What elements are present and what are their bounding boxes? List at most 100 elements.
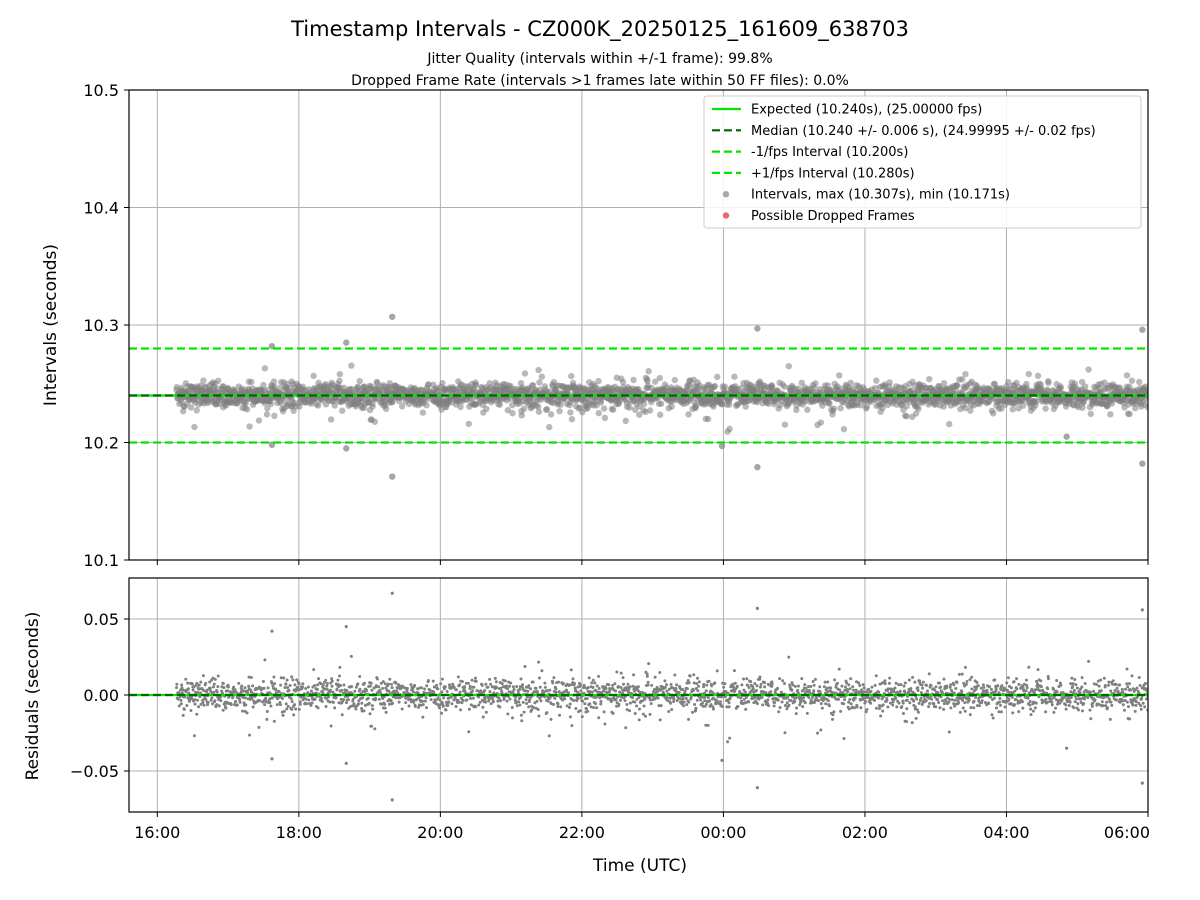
residual-point [174,686,178,690]
interval-point [609,406,617,413]
residual-point [929,684,933,688]
interval-point [645,368,652,375]
residual-point [391,701,395,705]
residual-point [511,690,515,694]
residual-point [987,685,991,689]
residual-point [387,689,391,693]
residual-point [1044,697,1048,701]
residual-point [301,685,305,689]
residual-point [492,691,496,695]
interval-point [785,362,792,370]
residual-point [377,697,381,701]
residual-point [1035,679,1039,683]
residual-point [248,733,252,737]
residual-point [247,675,251,679]
residual-point [916,689,920,693]
residual-point [945,684,949,688]
residual-point [920,703,924,707]
residual-point [368,684,372,688]
residual-point [454,688,458,692]
residual-point [859,706,863,710]
residual-point [997,700,1001,704]
residual-point [588,690,592,694]
residual-point [1034,688,1038,692]
residual-point [193,702,197,706]
residual-point [845,681,849,685]
residual-point [848,687,852,691]
residual-point [697,680,701,684]
residual-point [199,680,203,684]
residual-point [802,696,806,700]
residual-point [226,685,230,689]
residual-point [342,697,346,701]
residual-point [886,687,890,691]
interval-point [504,406,512,414]
residual-point [657,704,661,708]
residual-point [208,686,212,690]
residual-point [693,702,697,706]
residual-point [591,678,595,682]
residual-point [1039,679,1043,683]
residual-point [549,717,553,721]
residual-point [192,734,196,738]
residual-point [220,691,224,695]
interval-point [1034,372,1042,380]
residual-point [489,702,493,706]
residual-point [580,715,584,719]
residual-point [964,682,968,686]
residual-point [787,655,791,659]
residual-point [949,688,953,692]
residual-point [583,685,587,689]
residual-point [915,697,919,701]
interval-point [837,404,844,412]
residual-point [675,699,679,703]
residual-point [643,714,647,718]
residual-point [703,699,707,703]
residual-point [944,699,948,703]
residual-point [438,706,442,710]
interval-point [1057,384,1065,392]
interval-point [1079,404,1086,411]
interval-point [1033,398,1040,406]
residual-point [578,683,582,687]
residual-point [603,722,607,726]
residual-point [538,685,542,689]
residual-point [377,685,381,689]
residual-point [226,689,230,693]
residual-point [301,682,305,686]
residual-point [793,684,797,688]
residual-point [344,701,348,705]
residual-point [387,702,391,706]
residual-point [972,706,976,710]
residual-point [970,687,974,691]
residual-point [586,685,590,689]
interval-point [725,401,733,408]
residual-point [917,701,921,705]
residual-point [483,688,487,692]
residual-point [793,700,797,704]
residual-point [371,707,375,711]
residual-point [1014,697,1018,701]
interval-point [1045,379,1052,387]
residual-point [981,683,985,687]
residual-point [874,706,878,710]
residual-point [909,686,913,690]
residual-point [899,683,903,687]
residual-point [794,712,798,716]
residual-point [701,704,705,708]
residual-point [175,682,179,686]
interval-point [765,400,772,407]
residual-point [548,688,552,692]
residual-point [763,685,767,689]
residual-point [202,703,206,707]
residual-point [978,704,982,708]
residual-point [905,720,909,724]
residual-point [423,687,427,691]
residual-point [953,702,957,706]
residual-point [416,691,420,695]
residual-point [919,691,923,695]
residual-point [198,691,202,695]
residual-point [597,716,601,720]
residual-point [955,696,959,700]
residual-point [189,708,193,712]
